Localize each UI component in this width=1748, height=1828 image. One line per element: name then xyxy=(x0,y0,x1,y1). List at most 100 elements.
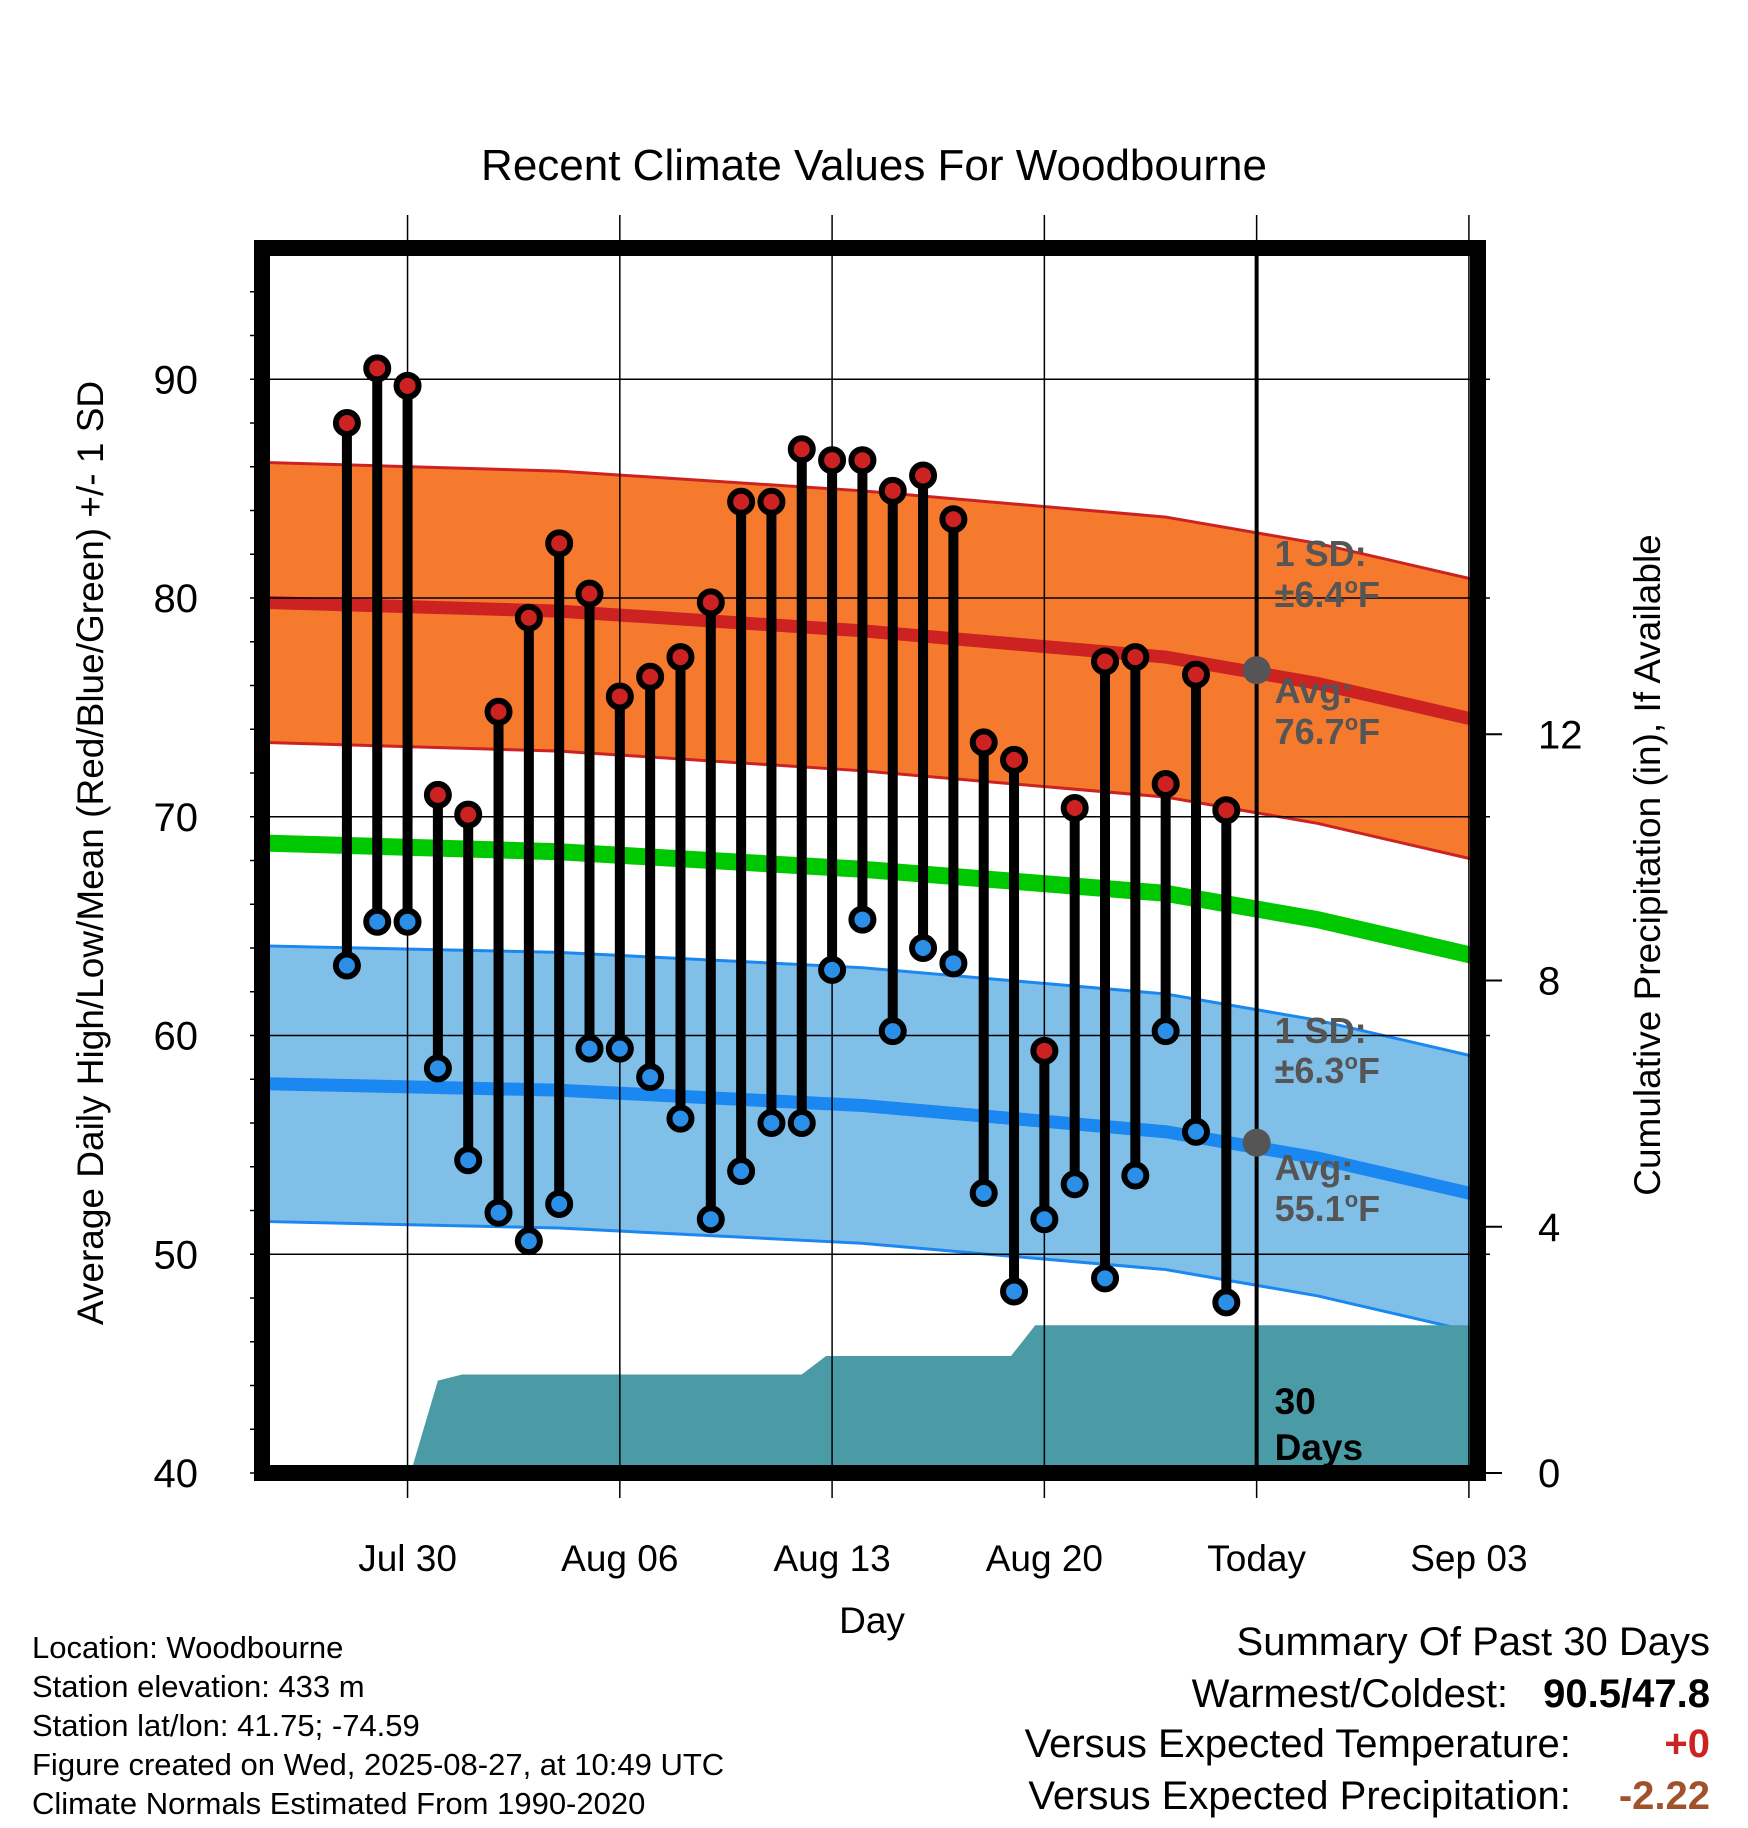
low-point xyxy=(605,1034,634,1063)
high-point xyxy=(1212,796,1241,825)
low-point xyxy=(545,1189,574,1218)
y2-tick-label: 12 xyxy=(1538,713,1583,757)
latlon-text: Station lat/lon: 41.75; -74.59 xyxy=(32,1708,420,1743)
high-point xyxy=(332,409,361,437)
station-info: Location: Woodbourne Station elevation: … xyxy=(32,1628,724,1823)
low-sd-label: 1 SD: xyxy=(1275,1010,1367,1051)
low-point xyxy=(1030,1205,1059,1234)
precipitation-area xyxy=(262,1325,1478,1473)
high-avg-value: 76.7oF xyxy=(1275,710,1381,752)
days-label-word: Days xyxy=(1275,1427,1363,1468)
high-point xyxy=(1091,647,1120,676)
high-point xyxy=(514,603,543,632)
high-point xyxy=(484,697,513,726)
low-avg-label: Avg: xyxy=(1275,1147,1354,1188)
low-point xyxy=(939,949,968,978)
x-tick-label: Aug 13 xyxy=(773,1538,890,1579)
normals-text: Climate Normals Estimated From 1990-2020 xyxy=(32,1786,646,1821)
days-label-number: 30 xyxy=(1275,1381,1316,1422)
high-sd-value: ±6.4oF xyxy=(1275,573,1380,615)
high-point xyxy=(848,446,877,475)
low-point xyxy=(666,1104,695,1133)
low-point xyxy=(787,1109,816,1137)
y-tick-label: 90 xyxy=(154,358,199,402)
low-point xyxy=(514,1227,543,1256)
high-point xyxy=(423,780,452,809)
precip-label: Versus Expected Precipitation: xyxy=(1028,1774,1571,1818)
y2-tick-label: 4 xyxy=(1538,1206,1560,1250)
precip-area xyxy=(262,1325,1478,1473)
high-sd-band-upper-edge xyxy=(261,460,1479,582)
warm-cold-label: Warmest/Coldest: xyxy=(1191,1672,1509,1716)
location-text: Location: Woodbourne xyxy=(32,1630,344,1665)
x-tick-label: Aug 06 xyxy=(561,1538,678,1579)
summary-temp: Versus Expected Temperature: +0 xyxy=(1025,1722,1710,1767)
low-point xyxy=(848,905,877,934)
low-point xyxy=(1091,1264,1120,1293)
low-point xyxy=(393,907,422,936)
precip-value: -2.22 xyxy=(1618,1774,1710,1818)
high-point xyxy=(969,728,998,757)
y-tick-label: 70 xyxy=(154,796,199,840)
low-point xyxy=(696,1205,725,1234)
y2-axis-label: Cumulative Precipitation (in), If Availa… xyxy=(1627,534,1668,1196)
low-point xyxy=(878,1017,907,1046)
low-point xyxy=(1181,1117,1210,1146)
y-tick-label: 80 xyxy=(154,577,199,621)
y-tick-label: 60 xyxy=(154,1015,199,1059)
low-point xyxy=(727,1157,756,1186)
axes: 40 50 60 70 80 90 0 4 8 12 Jul 30 Aug 06 Aug 13 Aug 2… xyxy=(154,358,1583,1579)
x-tick-label: Aug 20 xyxy=(986,1538,1103,1579)
summary-title: Summary Of Past 30 Days xyxy=(1236,1620,1710,1664)
high-point xyxy=(545,529,574,558)
low-point xyxy=(1212,1288,1241,1317)
x-axis-label: Day xyxy=(839,1600,905,1641)
low-point xyxy=(636,1063,665,1092)
y-tick-label: 50 xyxy=(154,1233,199,1277)
high-point xyxy=(636,662,665,691)
summary-warm-cold: Warmest/Coldest: 90.5/47.8 xyxy=(1192,1672,1710,1717)
normal-mean-line xyxy=(261,834,1480,966)
today-high-avg-dot xyxy=(1242,656,1271,685)
created-text: Figure created on Wed, 2025-08-27, at 10… xyxy=(32,1747,725,1782)
low-point xyxy=(423,1054,452,1083)
y2-tick-label: 8 xyxy=(1538,960,1560,1004)
high-point xyxy=(605,682,634,711)
y-tick-label: 40 xyxy=(154,1452,199,1496)
low-point xyxy=(1060,1170,1089,1199)
high-point xyxy=(939,505,968,534)
summary-precip: Versus Expected Precipitation: -2.22 xyxy=(1028,1774,1710,1819)
high-point xyxy=(787,435,816,464)
high-point xyxy=(909,461,938,490)
warm-cold-value: 90.5/47.8 xyxy=(1543,1672,1710,1716)
y-axis-label: Average Daily High/Low/Mean (Red/Blue/Gr… xyxy=(70,381,111,1325)
high-point xyxy=(757,487,786,516)
chart-title: Recent Climate Values For Woodbourne xyxy=(481,141,1267,190)
low-point xyxy=(757,1109,786,1137)
low-point xyxy=(818,955,847,984)
x-tick-label: Today xyxy=(1207,1538,1306,1579)
x-tick-label: Sep 03 xyxy=(1410,1538,1527,1579)
low-sd-value: ±6.3oF xyxy=(1275,1049,1380,1091)
x-tick-label: Jul 30 xyxy=(358,1538,457,1579)
low-point xyxy=(1151,1017,1180,1046)
low-avg-value: 55.1oF xyxy=(1275,1187,1381,1229)
low-sd-band xyxy=(262,945,1478,1333)
daily-range-bars xyxy=(332,354,1241,1317)
high-point xyxy=(393,371,422,400)
low-point xyxy=(484,1198,513,1227)
low-point xyxy=(1000,1277,1029,1306)
high-point xyxy=(454,800,483,829)
elevation-text: Station elevation: 433 m xyxy=(32,1669,365,1704)
high-point xyxy=(363,354,392,383)
high-point xyxy=(878,476,907,505)
high-point xyxy=(666,643,695,672)
low-point xyxy=(1121,1161,1150,1190)
high-point xyxy=(1121,643,1150,672)
temp-value: +0 xyxy=(1664,1722,1710,1766)
high-point xyxy=(727,487,756,516)
high-point xyxy=(575,579,604,608)
high-point xyxy=(1000,745,1029,774)
high-point xyxy=(1060,794,1089,822)
low-point xyxy=(363,907,392,936)
